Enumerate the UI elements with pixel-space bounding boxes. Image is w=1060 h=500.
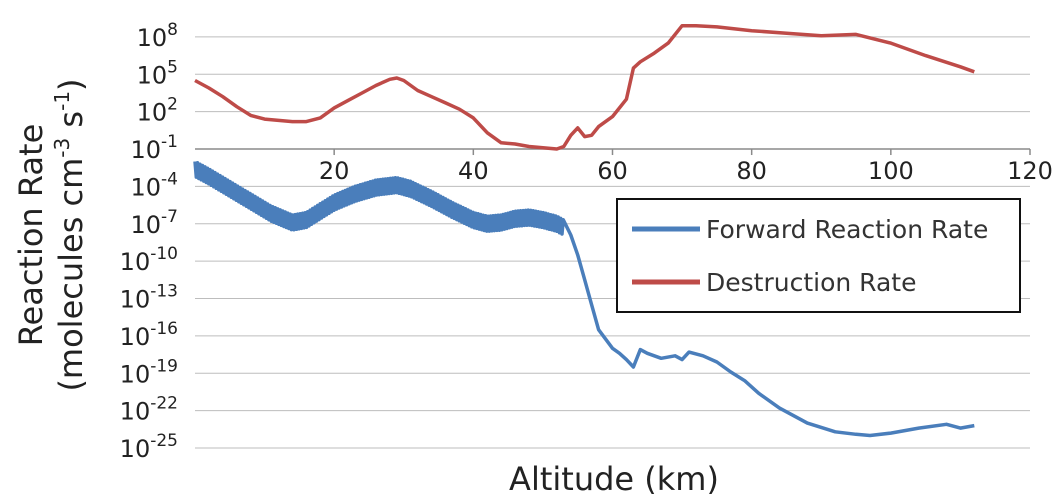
y-tick-label: 10-10 bbox=[120, 244, 178, 276]
x-tick-label: 20 bbox=[319, 157, 350, 185]
x-tick-label: 60 bbox=[597, 157, 628, 185]
x-tick-label: 80 bbox=[736, 157, 767, 185]
x-tick-label: 100 bbox=[868, 157, 914, 185]
y-tick-label: 10-22 bbox=[120, 394, 178, 426]
y-axis-title-line1: Reaction Rate bbox=[12, 124, 50, 347]
ylabel-part: (molecules cm bbox=[52, 158, 90, 392]
y-tick-label: 105 bbox=[137, 57, 178, 89]
ylabel-part: ) bbox=[52, 78, 90, 90]
y-tick-label: 108 bbox=[137, 20, 178, 52]
y-axis-title-line2: (molecules cm-3 s-1) bbox=[50, 78, 90, 391]
series-line-forward-reaction-rate bbox=[193, 161, 975, 438]
y-tick-label: 102 bbox=[137, 95, 178, 127]
y-tick-label: 10-4 bbox=[131, 169, 179, 201]
x-tick-labels: 20 40 60 80 100 120 bbox=[319, 149, 1053, 185]
y-tick-label: 10-16 bbox=[120, 319, 178, 351]
x-axis-title: Altitude (km) bbox=[509, 460, 719, 498]
x-tick-label: 120 bbox=[1007, 157, 1053, 185]
legend-box bbox=[616, 198, 1021, 313]
ylabel-part: s bbox=[52, 111, 90, 138]
series-line-destruction-rate bbox=[194, 23, 975, 151]
x-tick-label: 40 bbox=[458, 157, 489, 185]
y-tick-label: 10-7 bbox=[131, 207, 179, 239]
ylabel-superscript: -3 bbox=[50, 138, 74, 158]
legend-label-forward: Forward Reaction Rate bbox=[706, 215, 988, 244]
y-axis-title: Reaction Rate (molecules cm-3 s-1) bbox=[12, 78, 90, 391]
legend: Forward Reaction Rate Destruction Rate bbox=[616, 198, 1021, 313]
y-tick-label: 10-25 bbox=[120, 431, 178, 463]
series-lines bbox=[193, 23, 975, 438]
y-tick-labels: 108 105 102 10-1 10-4 10-7 10-10 10-13 10-16 10-1… bbox=[120, 20, 178, 463]
ylabel-superscript: -1 bbox=[50, 91, 74, 111]
y-tick-label: 10-1 bbox=[131, 132, 179, 164]
gridlines bbox=[195, 36, 1030, 449]
y-tick-label: 10-19 bbox=[120, 356, 178, 388]
legend-label-destruction: Destruction Rate bbox=[706, 268, 917, 297]
y-tick-label: 10-13 bbox=[120, 282, 178, 314]
